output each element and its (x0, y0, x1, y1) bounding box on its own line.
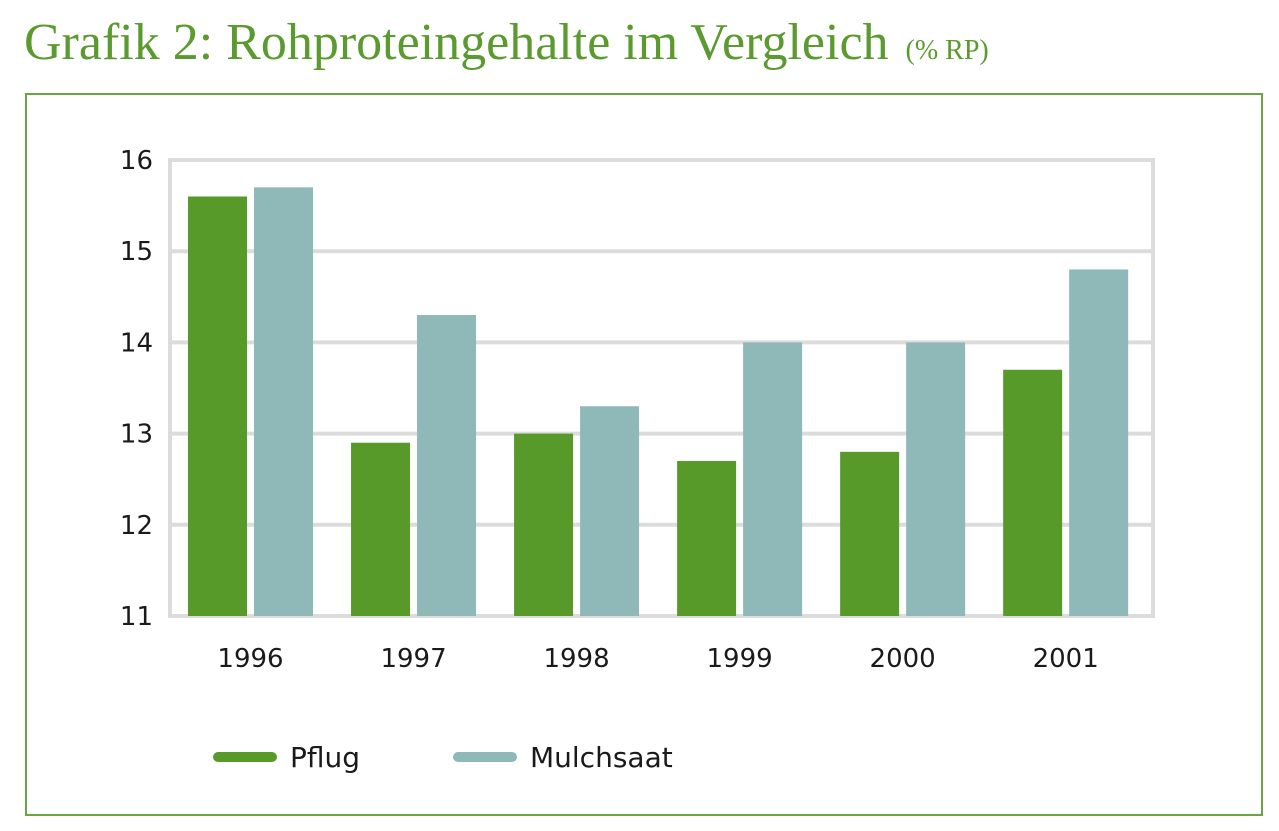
bar-mulchsaat-2000 (906, 342, 966, 616)
bar-pflug-2001 (1003, 369, 1063, 616)
bar-pflug-1998 (514, 433, 574, 616)
y-tick-label: 11 (120, 602, 153, 632)
x-tick-label: 1997 (380, 644, 446, 674)
x-tick-label: 1999 (707, 644, 773, 674)
chart-frame (25, 93, 1263, 816)
x-tick-label: 1996 (217, 644, 283, 674)
x-tick-label: 2000 (870, 644, 936, 674)
y-tick-label: 12 (120, 511, 153, 541)
legend-label-pflug: Pflug (290, 741, 360, 774)
y-tick-label: 14 (120, 328, 153, 358)
chart-title-unit: (% RP) (905, 35, 989, 66)
bar-pflug-1997 (351, 442, 411, 616)
x-tick-label: 1998 (543, 644, 609, 674)
x-tick-label: 2001 (1033, 644, 1099, 674)
bar-pflug-1996 (188, 196, 247, 617)
chart-title-main: Grafik 2: Rohproteingehalte im Vergleich (24, 14, 889, 71)
y-tick-label: 16 (120, 146, 153, 176)
bar-mulchsaat-2001 (1069, 269, 1129, 616)
bar-mulchsaat-1999 (743, 342, 803, 616)
bar-mulchsaat-1998 (580, 406, 640, 616)
bar-mulchsaat-1997 (417, 315, 477, 616)
bar-pflug-2000 (840, 451, 900, 616)
bar-pflug-1999 (677, 460, 737, 616)
y-tick-label: 15 (120, 237, 153, 267)
y-tick-label: 13 (120, 420, 153, 450)
bar-mulchsaat-1996 (254, 187, 313, 617)
legend-label-mulchsaat: Mulchsaat (530, 741, 673, 774)
chart-title: Grafik 2: Rohproteingehalte im Vergleich… (24, 8, 989, 86)
